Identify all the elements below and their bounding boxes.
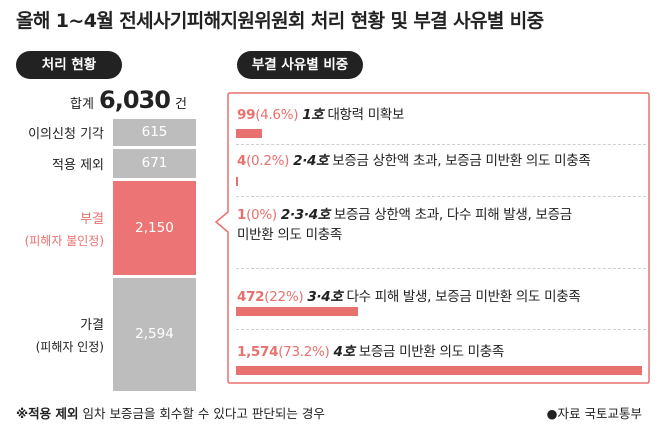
reason-bar-4: [236, 366, 642, 375]
reason-count: 99: [237, 107, 256, 123]
reason-desc: 다수 피해 발생, 보증금 미반환 의도 미충족: [346, 289, 581, 305]
reason-desc: 보증금 상한액 초과, 다수 피해 발생, 보증금: [333, 207, 572, 223]
footnote-text: 임차 보증금을 회수할 수 있다고 판단되는 경우: [78, 406, 325, 421]
reason-count: 4: [237, 153, 247, 169]
reason-percent: (73.2%): [278, 344, 330, 360]
row-separator: [236, 268, 646, 269]
row-separator: [236, 329, 646, 330]
reason-percent: (4.6%): [255, 107, 299, 123]
footnote-mark: ※적용 제외: [16, 406, 79, 421]
reason-bar-3: [236, 307, 359, 316]
total-unit: 건: [175, 97, 187, 112]
reason-percent: (0%): [246, 207, 277, 223]
footnote: ※적용 제외 임차 보증금을 회수할 수 있다고 판단되는 경우: [16, 403, 325, 422]
reason-count: 1: [237, 207, 247, 223]
reason-desc: 대항력 미확보: [327, 107, 405, 123]
category-sublabel-2: (피해자 불인정): [24, 233, 104, 248]
reason-code: 2·3·4호: [280, 207, 330, 223]
reason-code: 4호: [333, 344, 356, 360]
reason-row-1: 4(0.2%) 2·4호 보증금 상한액 초과, 보증금 미반환 의도 미충족: [237, 151, 647, 171]
source-credit: ●자료 국토교통부: [546, 406, 642, 421]
reason-code: 3·4호: [307, 289, 343, 305]
reason-desc: 보증금 상한액 초과, 보증금 미반환 의도 미충족: [332, 153, 591, 169]
bar-segment-2: 2,150: [113, 181, 196, 275]
row-separator: [236, 196, 646, 197]
reason-count: 1,574: [237, 344, 279, 360]
category-label-1: 적용 제외: [52, 158, 104, 174]
total-caption: 합계: [70, 97, 94, 112]
reason-count: 472: [237, 289, 265, 305]
category-label-0: 이의신청 기각: [28, 127, 104, 143]
row-separator: [236, 144, 646, 145]
section-pill-reasons: 부결 사유별 비중: [237, 51, 363, 79]
bar-value-label: 2,150: [135, 219, 174, 236]
reason-code: 2·4호: [293, 153, 329, 169]
bar-value-label: 2,594: [135, 326, 174, 343]
bar-segment-3: 2,594: [113, 277, 196, 391]
reason-code: 1호: [302, 107, 324, 123]
reason-percent: (0.2%): [246, 153, 290, 169]
page-title: 올해 1~4월 전세사기피해지원위원회 처리 현황 및 부결 사유별 비중: [16, 10, 544, 32]
bar-segment-1: 671: [113, 148, 196, 179]
category-label-3: 가결: [80, 318, 104, 334]
bar-value-label: 615: [141, 124, 168, 141]
total-label: 합계 6,030 건: [70, 86, 187, 114]
reason-row-3: 472(22%) 3·4호 다수 피해 발생, 보증금 미반환 의도 미충족: [237, 287, 647, 307]
category-label-2: 부결: [80, 211, 104, 227]
reason-row-4: 1,574(73.2%) 4호 보증금 미반환 의도 미충족: [237, 342, 647, 362]
reason-bar-0: [236, 129, 262, 138]
category-sublabel-3: (피해자 인정): [35, 340, 104, 355]
reason-bar-1: [236, 177, 238, 186]
section-pill-status: 처리 현황: [16, 51, 122, 79]
reason-row-0: 99(4.6%) 1호 대항력 미확보: [237, 105, 647, 125]
reason-desc: 보증금 미반환 의도 미충족: [358, 344, 505, 360]
reason-percent: (22%): [264, 289, 304, 305]
total-value: 6,030: [99, 86, 171, 114]
bar-value-label: 671: [141, 155, 168, 172]
reason-desc-cont: 미반환 의도 미충족: [237, 227, 342, 243]
bar-segment-0: 615: [113, 119, 196, 146]
